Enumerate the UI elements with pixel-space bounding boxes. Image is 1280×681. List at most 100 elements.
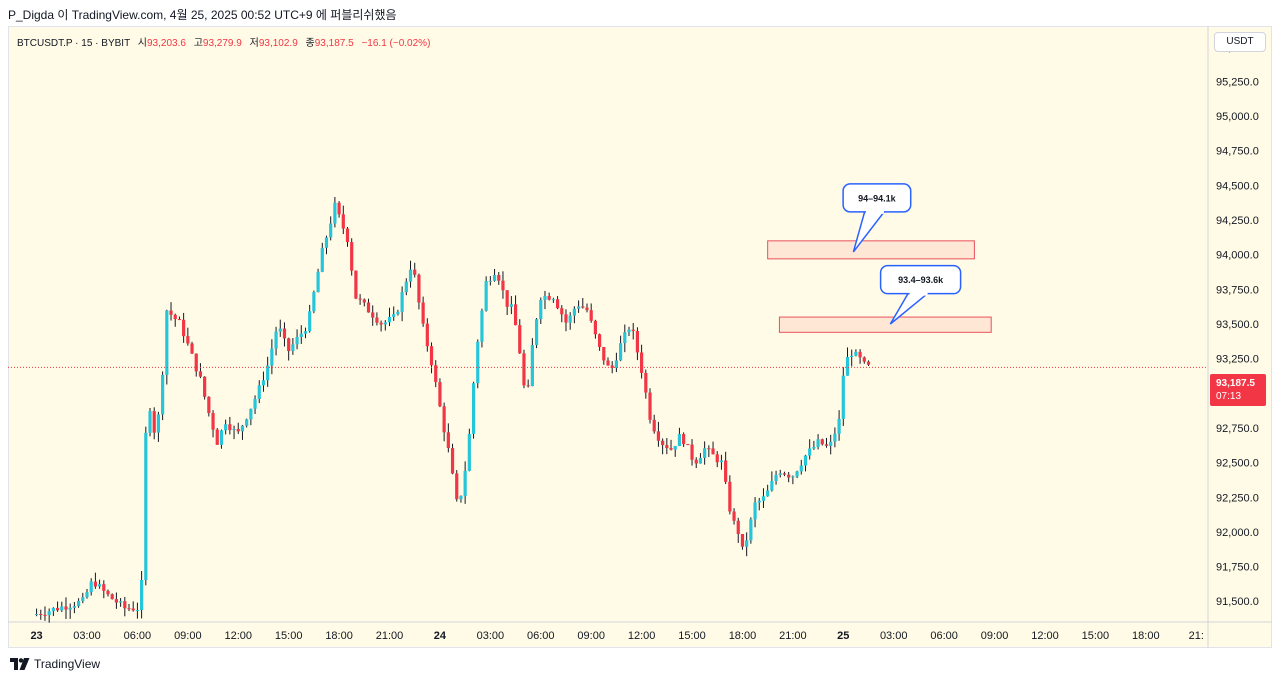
candle-body: [492, 274, 497, 281]
time-tick-label: 18:00: [1132, 630, 1160, 642]
candle-body: [745, 540, 749, 547]
candle-body: [358, 298, 362, 300]
candle-body: [102, 584, 106, 591]
candle-body: [770, 481, 774, 491]
candle-body: [480, 310, 484, 342]
candle-body: [488, 280, 492, 282]
candle-body: [858, 351, 862, 358]
time-tick-label: 18:00: [325, 630, 353, 642]
candle-body: [467, 433, 471, 471]
time-tick-label: 06:00: [124, 630, 152, 642]
candle-body: [203, 376, 207, 397]
time-tick-label: 21:00: [376, 630, 404, 642]
time-tick-label: 09:00: [981, 630, 1009, 642]
candle-body: [190, 343, 194, 354]
candle-body: [585, 307, 589, 311]
candle-body: [619, 343, 623, 361]
price-tick-label: 94,500.0: [1216, 180, 1259, 192]
chart-frame[interactable]: [8, 26, 1272, 648]
resistance-zones: [767, 240, 992, 333]
candle-body: [820, 439, 824, 445]
candle-body: [161, 374, 165, 415]
candle-body: [791, 476, 795, 478]
candle-body: [648, 392, 652, 420]
candle-body: [320, 247, 324, 272]
time-tick-label: 12:00: [628, 630, 656, 642]
price-tick-label: 93,500.0: [1216, 319, 1259, 331]
candle-body: [665, 445, 669, 449]
candle-body: [371, 312, 375, 318]
time-tick-label: 03:00: [477, 630, 505, 642]
ohlc-legend: BTCUSDT.P · 15 · BYBIT 시93,203.6 고93,279…: [17, 34, 430, 49]
candle-body: [572, 308, 576, 316]
price-tick-label: 91,500.0: [1216, 596, 1259, 608]
candle-body: [228, 424, 232, 431]
candle-body: [177, 319, 182, 321]
price-tick-label: 93,750.0: [1216, 284, 1259, 296]
candle-body: [513, 304, 518, 326]
candle-body: [757, 500, 761, 503]
time-tick-label: 12:00: [1031, 630, 1059, 642]
currency-button[interactable]: USDT: [1214, 32, 1266, 52]
candle-body: [505, 290, 509, 307]
time-tick-label: 21:00: [779, 630, 807, 642]
candle-body: [774, 474, 778, 482]
time-tick-label: 15:00: [678, 630, 706, 642]
candle-body: [703, 448, 707, 458]
price-tick-label: 95,250.0: [1216, 76, 1259, 88]
candle-body: [421, 302, 425, 324]
candle-body: [560, 308, 564, 315]
candle-body: [740, 533, 745, 547]
candle-body: [652, 419, 656, 432]
candle-body: [51, 607, 55, 612]
candle-body: [81, 597, 85, 601]
candle-body: [862, 357, 866, 362]
candle-body: [287, 338, 291, 352]
candles: [34, 196, 871, 623]
candle-body: [589, 310, 593, 321]
candle-body: [724, 460, 728, 482]
change-value: −16.1 (−0.02%): [361, 38, 431, 49]
price-tick-label: 93,250.0: [1216, 354, 1259, 366]
candle-body: [396, 311, 400, 315]
candle-body: [72, 606, 76, 608]
candle-body: [156, 414, 161, 433]
candle-body: [732, 511, 736, 521]
callout-label: 94–94.1k: [858, 193, 897, 203]
time-tick-label: 25: [837, 630, 849, 642]
candle-body: [593, 320, 597, 335]
time-tick-label: 03:00: [73, 630, 101, 642]
candle-body: [597, 334, 602, 347]
candle-body: [39, 613, 43, 615]
candle-body: [245, 419, 249, 426]
candle-body: [787, 474, 791, 478]
candle-body: [211, 413, 215, 430]
candle-body: [89, 581, 93, 593]
candle-body: [555, 299, 560, 309]
candlestick-chart[interactable]: 91,500.0 91,750.0 92,000.0 92,250.0 92,500.0…: [8, 26, 1272, 648]
time-tick-label: 24: [434, 630, 447, 642]
candle-body: [291, 344, 295, 352]
candle-body: [841, 375, 845, 419]
high-label: 고: [193, 38, 203, 49]
time-axis: 23 03:00 06:00 09:00 12:00 15:00 18:00 21:00 24 0…: [30, 630, 1203, 642]
candle-body: [144, 432, 148, 580]
candle-body: [623, 332, 627, 344]
candle-body: [539, 299, 543, 320]
candle-body: [249, 408, 253, 420]
candle-body: [711, 448, 715, 455]
footer-brand[interactable]: TradingView: [10, 656, 100, 672]
candle-body: [845, 356, 850, 376]
candle-body: [698, 457, 703, 464]
candle-body: [778, 473, 782, 475]
candle-body: [182, 319, 186, 337]
candle-body: [736, 520, 740, 534]
candle-body: [324, 237, 329, 248]
candle-body: [375, 317, 379, 323]
candle-body: [224, 424, 228, 431]
candle-body: [463, 470, 467, 496]
candle-body: [543, 296, 547, 300]
candle-body: [110, 594, 114, 600]
candle-body: [564, 314, 568, 323]
candle-body: [366, 302, 371, 313]
